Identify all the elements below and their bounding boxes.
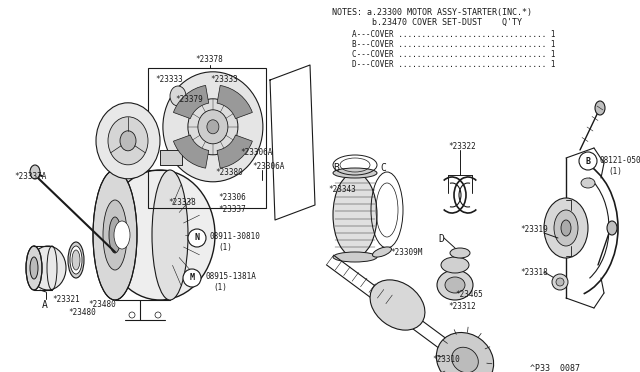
Ellipse shape	[120, 131, 136, 151]
Ellipse shape	[30, 257, 38, 279]
Ellipse shape	[152, 170, 188, 300]
Ellipse shape	[581, 178, 595, 188]
Bar	[148, 68, 266, 208]
Text: *23338: *23338	[168, 198, 196, 207]
Text: *23379: *23379	[175, 95, 203, 104]
Circle shape	[579, 152, 597, 170]
Wedge shape	[173, 86, 209, 119]
Text: b.23470 COVER SET-DUST    Q'TY: b.23470 COVER SET-DUST Q'TY	[332, 18, 522, 27]
Ellipse shape	[70, 246, 82, 274]
Ellipse shape	[544, 198, 588, 258]
Text: 08121-05033: 08121-05033	[600, 156, 640, 165]
Text: *23306A: *23306A	[252, 162, 284, 171]
Ellipse shape	[109, 217, 121, 253]
Ellipse shape	[198, 110, 228, 144]
Ellipse shape	[333, 173, 377, 257]
Ellipse shape	[370, 280, 425, 330]
Ellipse shape	[372, 247, 392, 257]
Text: *23480: *23480	[68, 308, 96, 317]
Ellipse shape	[105, 170, 215, 300]
Ellipse shape	[552, 274, 568, 290]
Text: (1): (1)	[218, 243, 232, 252]
Ellipse shape	[445, 277, 465, 293]
Text: (1): (1)	[213, 283, 227, 292]
Circle shape	[183, 269, 201, 287]
Ellipse shape	[452, 347, 478, 372]
Text: C: C	[380, 163, 386, 173]
Ellipse shape	[30, 165, 40, 179]
Text: A---COVER ................................ 1: A---COVER ..............................…	[352, 30, 556, 39]
Text: 08915-1381A: 08915-1381A	[205, 272, 256, 281]
Ellipse shape	[68, 242, 84, 278]
Ellipse shape	[30, 246, 66, 290]
Text: *23306A: *23306A	[240, 148, 273, 157]
Ellipse shape	[188, 99, 238, 155]
Ellipse shape	[561, 220, 571, 236]
Ellipse shape	[103, 200, 127, 270]
Ellipse shape	[93, 170, 137, 300]
Ellipse shape	[437, 270, 473, 300]
Text: *23480: *23480	[88, 300, 116, 309]
Text: *23322: *23322	[448, 142, 476, 151]
Ellipse shape	[170, 86, 186, 106]
Text: *23378: *23378	[195, 55, 223, 64]
Text: B: B	[333, 163, 339, 173]
Text: *23465: *23465	[455, 290, 483, 299]
Text: B: B	[586, 157, 591, 166]
Bar	[160, 150, 182, 165]
Text: *23337A: *23337A	[14, 172, 46, 181]
Ellipse shape	[108, 117, 148, 165]
Text: 08911-30810: 08911-30810	[210, 232, 261, 241]
Ellipse shape	[556, 278, 564, 286]
Text: *23306: *23306	[218, 193, 246, 202]
Text: *23321: *23321	[52, 295, 80, 304]
Wedge shape	[217, 86, 252, 119]
Text: C---COVER ................................ 1: C---COVER ..............................…	[352, 50, 556, 59]
Text: B---COVER ................................ 1: B---COVER ..............................…	[352, 40, 556, 49]
Ellipse shape	[554, 210, 578, 246]
Ellipse shape	[26, 246, 42, 290]
Text: D---COVER ................................ 1: D---COVER ..............................…	[352, 60, 556, 69]
Text: *23309M: *23309M	[390, 248, 422, 257]
Text: (1): (1)	[608, 167, 622, 176]
Ellipse shape	[207, 120, 219, 134]
Text: *23319: *23319	[520, 225, 548, 234]
Text: *23343: *23343	[328, 185, 356, 194]
Text: ^P33  0087: ^P33 0087	[530, 364, 580, 372]
Wedge shape	[173, 135, 209, 168]
Text: *23333: *23333	[210, 75, 237, 84]
Wedge shape	[217, 135, 252, 168]
Ellipse shape	[96, 103, 160, 179]
Ellipse shape	[595, 101, 605, 115]
Ellipse shape	[163, 72, 263, 182]
Ellipse shape	[436, 333, 493, 372]
Text: D: D	[438, 234, 444, 244]
Text: N: N	[195, 234, 200, 243]
Ellipse shape	[114, 221, 130, 249]
Ellipse shape	[441, 257, 469, 273]
Text: NOTES: a.23300 MOTOR ASSY-STARTER(INC.*): NOTES: a.23300 MOTOR ASSY-STARTER(INC.*)	[332, 8, 532, 17]
Text: *23318: *23318	[520, 268, 548, 277]
Ellipse shape	[450, 248, 470, 258]
Text: *23337: *23337	[218, 205, 246, 214]
Ellipse shape	[333, 252, 377, 262]
Ellipse shape	[72, 250, 80, 270]
Text: *23310: *23310	[432, 355, 460, 364]
Text: *23333: *23333	[155, 75, 183, 84]
Ellipse shape	[333, 168, 377, 178]
Text: *23380: *23380	[215, 168, 243, 177]
Ellipse shape	[607, 221, 617, 235]
Text: A: A	[42, 300, 48, 310]
Text: M: M	[189, 273, 195, 282]
Circle shape	[188, 229, 206, 247]
Text: *23312: *23312	[448, 302, 476, 311]
Bar	[160, 150, 182, 165]
